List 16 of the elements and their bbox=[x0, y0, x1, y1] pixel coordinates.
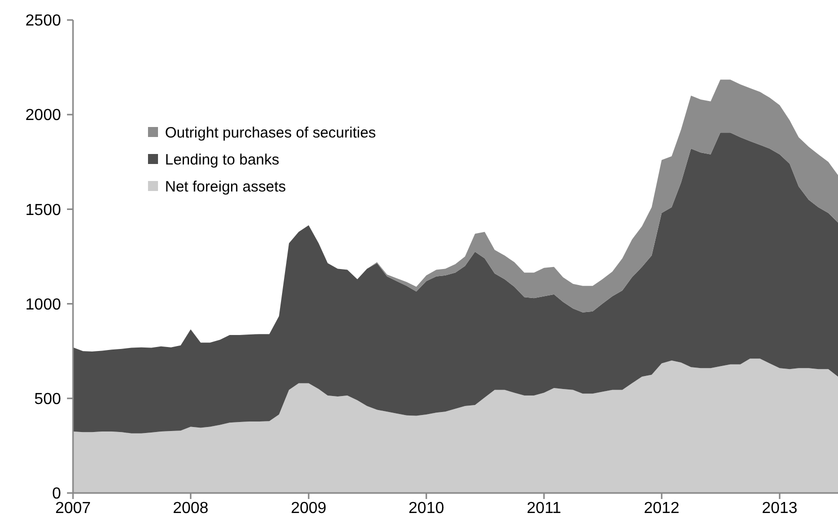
x-tick-label: 2007 bbox=[55, 500, 91, 517]
y-tick-label: 2000 bbox=[25, 107, 62, 124]
x-tick-label: 2008 bbox=[172, 500, 209, 517]
legend-label: Lending to banks bbox=[165, 151, 280, 168]
x-tick-label: 2011 bbox=[526, 500, 562, 517]
legend-label: Net foreign assets bbox=[165, 178, 286, 196]
legend-label: Outright purchases of securities bbox=[165, 124, 376, 142]
y-tick-label: 500 bbox=[34, 391, 62, 408]
y-tick-label: 1000 bbox=[25, 296, 62, 314]
x-tick-label: 2013 bbox=[762, 500, 798, 517]
x-tick-label: 2012 bbox=[644, 500, 680, 517]
x-tick-label: 2009 bbox=[290, 500, 327, 517]
x-tick-label: 2010 bbox=[408, 500, 444, 517]
y-tick-label: 1500 bbox=[25, 202, 62, 219]
y-tick-label: 0 bbox=[52, 486, 62, 503]
y-tick-label: 2500 bbox=[25, 12, 62, 30]
